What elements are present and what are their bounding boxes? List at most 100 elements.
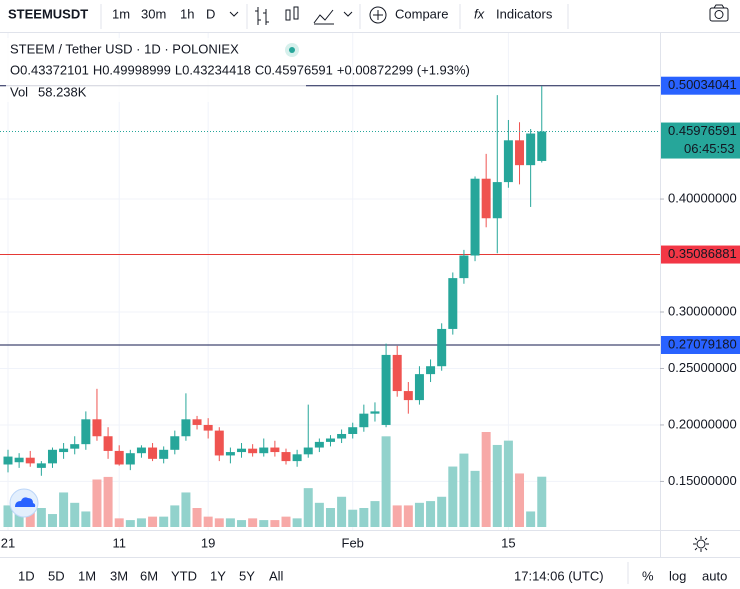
volume-bar	[470, 470, 480, 527]
snapshot-icon[interactable]	[709, 4, 729, 22]
volume-bar	[81, 511, 91, 527]
candle-body	[81, 419, 91, 445]
candle-body	[515, 140, 525, 166]
x-tick-label: 21	[1, 535, 15, 550]
range-button[interactable]: 5D	[48, 568, 65, 583]
candle-body	[170, 436, 180, 450]
x-tick-label: 11	[112, 535, 126, 550]
y-tick-label: 0.15000000	[668, 473, 737, 488]
candle-body	[392, 354, 402, 392]
indicators-button[interactable]: Indicators	[496, 6, 553, 21]
candle-body	[114, 450, 124, 465]
range-button[interactable]: 1Y	[210, 568, 226, 583]
compare-button[interactable]: Compare	[395, 6, 448, 21]
volume-bar	[259, 520, 269, 527]
volume-bar	[159, 516, 169, 527]
range-button[interactable]: 6M	[140, 568, 158, 583]
volume-name: Vol	[10, 84, 28, 99]
candle-body	[203, 424, 213, 431]
volume-bar	[248, 518, 258, 527]
settings-icon[interactable]	[693, 536, 709, 552]
candle-body	[237, 448, 247, 453]
indicators-icon[interactable]: fx	[474, 6, 485, 21]
percent-toggle[interactable]: %	[642, 568, 654, 583]
compare-icon[interactable]	[369, 6, 387, 24]
candle-body	[526, 133, 536, 166]
last-price-box	[661, 122, 740, 159]
candle-body	[270, 447, 280, 453]
interval-button[interactable]: 1m	[112, 6, 130, 21]
legend-letter: C	[255, 62, 264, 77]
volume-bar	[181, 492, 191, 527]
candle-body	[303, 447, 313, 455]
volume-bar	[203, 516, 213, 527]
interval-menu[interactable]	[229, 11, 239, 17]
range-button[interactable]: 1M	[78, 568, 96, 583]
candle-body	[437, 328, 447, 367]
range-button[interactable]: All	[269, 568, 284, 583]
candle-body	[325, 438, 335, 442]
volume-bar	[403, 505, 413, 527]
candle-body	[159, 449, 169, 459]
candle-body	[337, 433, 347, 439]
price-label-box	[661, 76, 740, 95]
price-label-box	[661, 245, 740, 264]
log-toggle[interactable]: log	[669, 568, 686, 583]
interval-button[interactable]: D	[206, 6, 215, 21]
range-button[interactable]: 5Y	[239, 568, 255, 583]
candle-body	[248, 448, 258, 454]
candle-body	[70, 444, 80, 449]
candle-body	[403, 391, 413, 401]
price-label: 0.50034041	[668, 77, 737, 92]
volume-bar	[503, 440, 513, 527]
candle-body	[459, 255, 469, 279]
volume-bar	[492, 444, 502, 527]
candle-body	[148, 447, 158, 459]
legend-value: 0.49998999	[102, 62, 171, 77]
candle-body	[359, 413, 369, 428]
interval-button[interactable]: 30m	[141, 6, 166, 21]
volume-bar	[359, 508, 369, 527]
y-tick-label: 0.30000000	[668, 303, 737, 318]
volume-bar	[170, 505, 180, 527]
volume-bar	[125, 520, 135, 527]
chart-type-icons[interactable]	[255, 6, 353, 25]
volume-bar	[70, 502, 80, 527]
volume-bar	[459, 453, 469, 527]
volume-bar	[426, 501, 436, 527]
range-button[interactable]: YTD	[171, 568, 197, 583]
legend-value: 0.43234418	[182, 62, 251, 77]
volume-bar	[270, 520, 280, 527]
candle-body	[125, 453, 135, 465]
range-button[interactable]: 1D	[18, 568, 35, 583]
volume-bar	[136, 518, 146, 527]
candle-body	[3, 456, 13, 465]
x-tick-label: 19	[201, 535, 215, 550]
volume-bar	[370, 501, 380, 527]
volume-bar	[237, 520, 247, 527]
volume-value: 58.238K	[38, 84, 87, 99]
auto-toggle[interactable]: auto	[702, 568, 727, 583]
volume-bar	[437, 496, 447, 527]
last-price-label: 0.45976591	[668, 123, 737, 138]
countdown: 06:45:53	[684, 141, 735, 156]
legend-bg	[6, 38, 306, 102]
range-button[interactable]: 3M	[110, 568, 128, 583]
volume-bar	[214, 518, 224, 527]
legend-change: +0.00872299 (+1.93%)	[337, 62, 470, 77]
volume-bar	[481, 432, 491, 527]
symbol[interactable]: STEEMUSDT	[8, 6, 88, 21]
candle-body	[92, 419, 102, 437]
candle-body	[292, 454, 302, 462]
candle-body	[414, 374, 424, 401]
candle-body	[36, 463, 46, 468]
y-tick-label: 0.20000000	[668, 416, 737, 431]
x-tick-label: 15	[501, 535, 515, 550]
candle-body	[192, 419, 202, 425]
logo-cloud	[15, 497, 36, 507]
interval-button[interactable]: 1h	[180, 6, 194, 21]
volume-bar	[59, 492, 69, 527]
volume-bar	[381, 436, 391, 527]
candle-body	[470, 178, 480, 256]
volume-bar	[192, 508, 202, 527]
